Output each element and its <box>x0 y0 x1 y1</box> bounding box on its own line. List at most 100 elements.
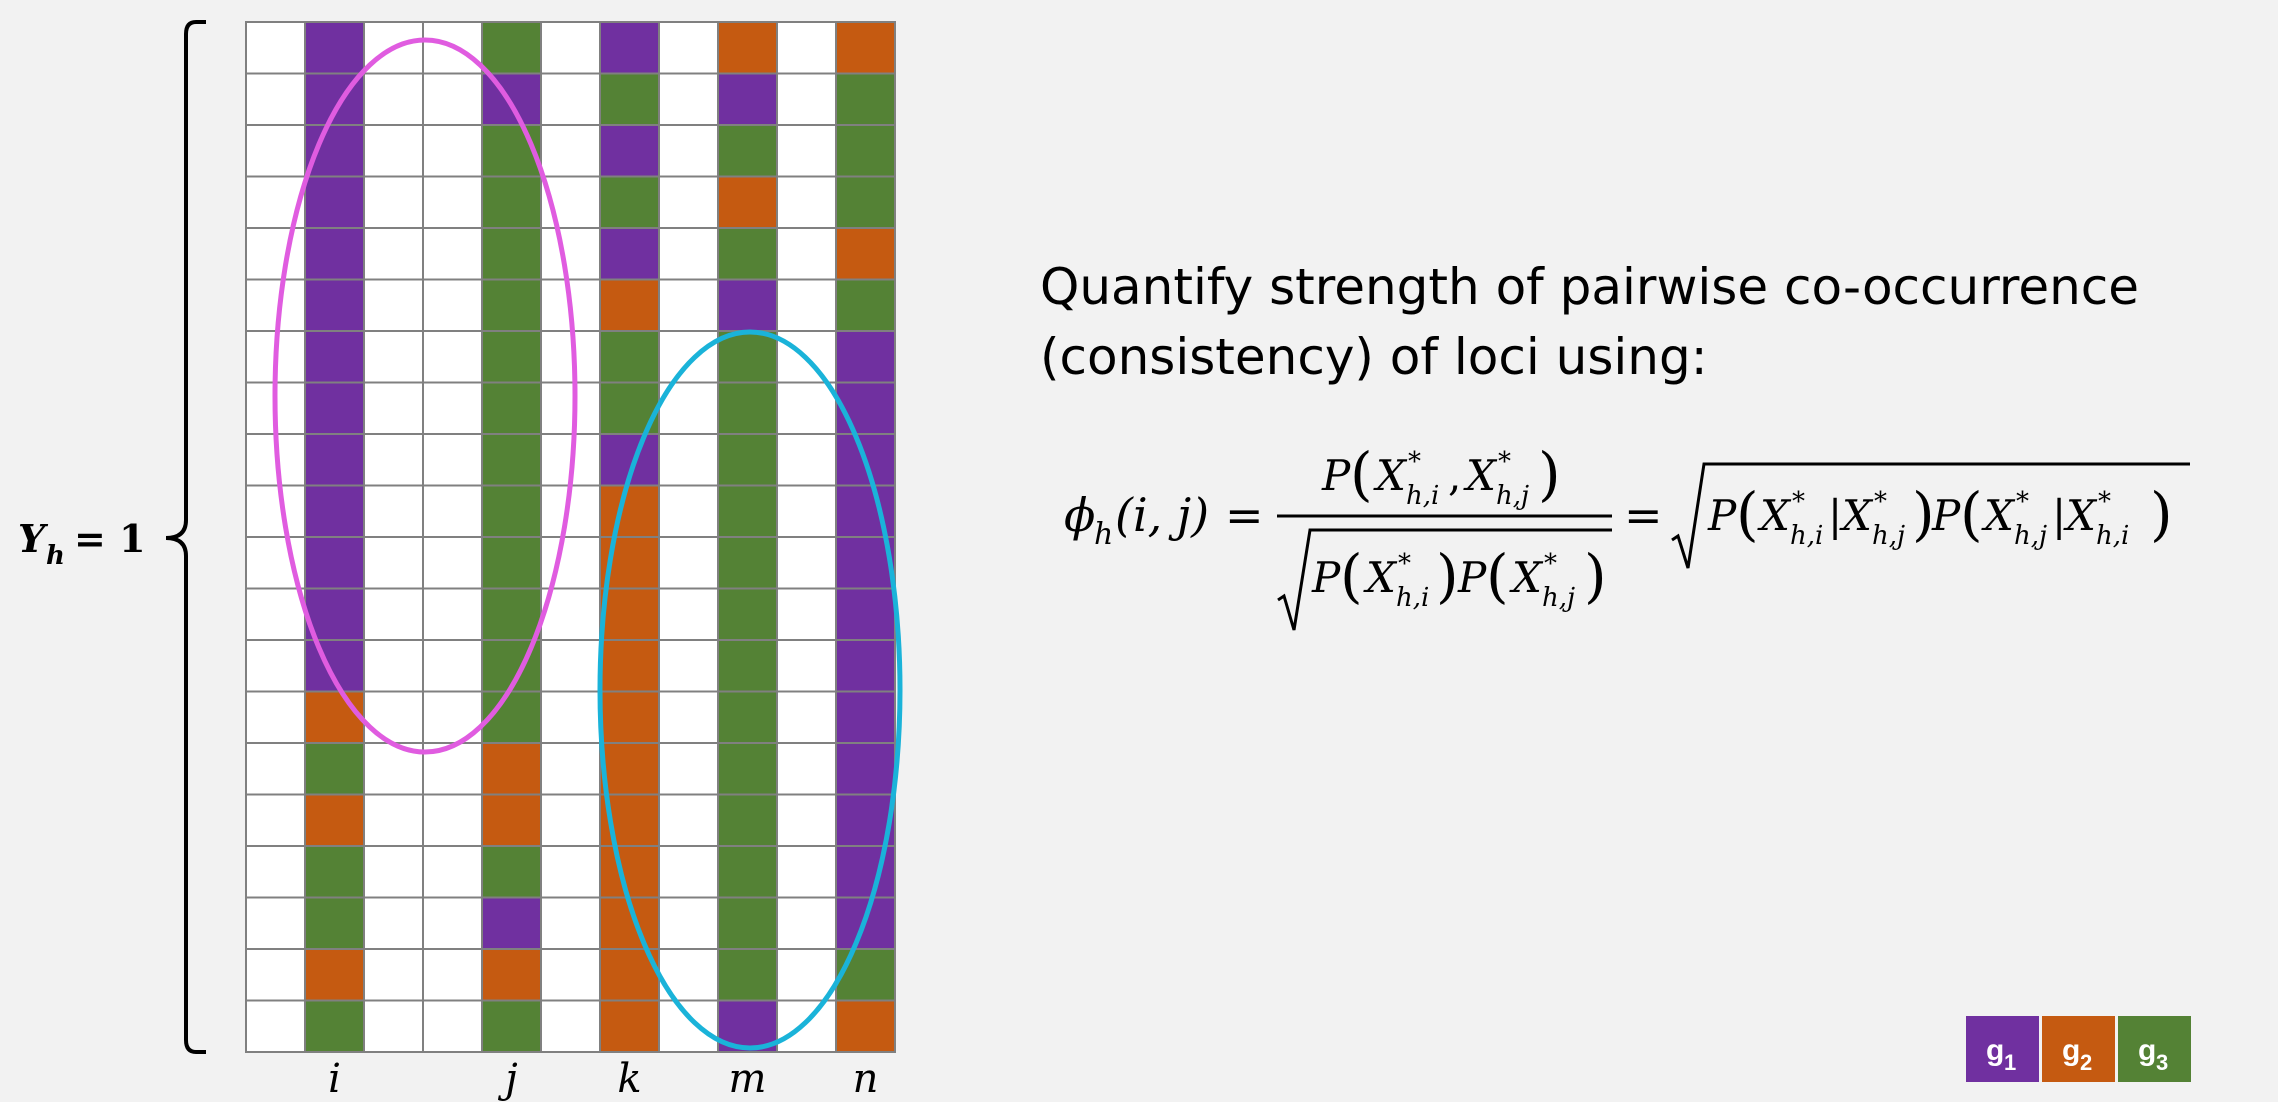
formula-phi-args: (i, j) <box>1115 488 1209 542</box>
column-label-i: i <box>328 1056 341 1102</box>
grid-cell <box>422 536 483 590</box>
headline-line-1: Quantify strength of pairwise co-occurre… <box>1040 258 2140 316</box>
grid-cell <box>599 72 660 126</box>
grid-cell <box>304 536 365 590</box>
grid-cell <box>363 845 424 899</box>
grid-cell <box>717 72 778 126</box>
rhs-X3-star: * <box>2016 487 2029 517</box>
grid-cell <box>245 227 306 281</box>
grid-cell <box>540 793 601 847</box>
grid-cell <box>304 278 365 332</box>
grid-cell <box>422 948 483 1002</box>
grid-cell <box>717 896 778 950</box>
grid-cell <box>717 639 778 693</box>
legend-sub-g2: 2 <box>2080 1050 2092 1075</box>
num-X1-star: * <box>1408 447 1421 477</box>
grid-cell <box>304 948 365 1002</box>
grid-cell <box>245 896 306 950</box>
grid-cell <box>835 72 896 126</box>
grid-cell <box>835 999 896 1053</box>
grid-cell <box>717 433 778 487</box>
den-P1: P <box>1311 553 1341 602</box>
grid-cell <box>304 896 365 950</box>
grid-cell <box>481 484 542 538</box>
grid-cell <box>776 742 837 796</box>
grid-cell <box>481 948 542 1002</box>
grid-cell <box>304 845 365 899</box>
grid-cell <box>422 278 483 332</box>
rhs-paren2-open: ( <box>1960 480 1983 548</box>
rhs-bar1: | <box>1828 491 1842 540</box>
grid-cell <box>304 433 365 487</box>
grid-cell <box>245 793 306 847</box>
formula-denominator: P ( X * h,i ) P ( X * h,j ) <box>1277 528 1612 631</box>
grid-cell <box>835 175 896 229</box>
formula: ϕ h (i, j) = P ( X * h,i , X * h,j ) P (… <box>1064 440 2190 631</box>
grid-cell <box>717 330 778 384</box>
grid-cell <box>481 536 542 590</box>
grid-cell <box>481 845 542 899</box>
formula-rhs: P ( X * h,i | X * h,j ) P ( X * h,j | X … <box>1671 462 2190 569</box>
grid-cell <box>540 330 601 384</box>
grid-cell <box>422 999 483 1053</box>
grid-cell <box>245 587 306 641</box>
grid-cell <box>776 381 837 435</box>
den-X1-sub: h,i <box>1396 583 1429 613</box>
grid-cell <box>540 639 601 693</box>
den-X2-sub: h,j <box>1542 583 1575 613</box>
num-comma: , <box>1448 451 1461 500</box>
grid-cell <box>304 381 365 435</box>
grid-cell <box>481 896 542 950</box>
grid-cell <box>776 484 837 538</box>
grid-cell <box>776 896 837 950</box>
den-paren1-close: ) <box>1436 542 1459 610</box>
curly-brace <box>165 20 206 1054</box>
grid-cell <box>717 381 778 435</box>
column-label-m: m <box>729 1056 767 1102</box>
grid-cell <box>540 690 601 744</box>
grid-cell <box>658 21 719 75</box>
grid-cell <box>658 536 719 590</box>
rhs-P2: P <box>1931 491 1961 540</box>
num-X2-sub: h,j <box>1496 481 1529 511</box>
locus-grid <box>245 21 896 1053</box>
grid-cell <box>776 999 837 1053</box>
grid-cell <box>245 484 306 538</box>
grid-cell <box>422 587 483 641</box>
grid-cell <box>481 278 542 332</box>
grid-cell <box>422 72 483 126</box>
grid-cell <box>540 742 601 796</box>
den-paren2-open: ( <box>1486 542 1509 610</box>
grid-cell <box>304 793 365 847</box>
grid-cell <box>835 536 896 590</box>
grid-cell <box>658 639 719 693</box>
grid-cell <box>245 948 306 1002</box>
grid-cell <box>658 72 719 126</box>
grid-cell <box>363 227 424 281</box>
grid-cell <box>835 742 896 796</box>
grid-cell <box>658 433 719 487</box>
grid-cell <box>245 278 306 332</box>
grid-cell <box>776 278 837 332</box>
grid-cell <box>422 793 483 847</box>
grid-cell <box>304 690 365 744</box>
grid-cell <box>363 690 424 744</box>
grid-cell <box>363 124 424 178</box>
grid-cell <box>481 21 542 75</box>
grid-cell <box>540 72 601 126</box>
grid-cell <box>422 124 483 178</box>
num-X1-sub: h,i <box>1406 481 1439 511</box>
grid-cell <box>658 278 719 332</box>
grid-cell <box>540 896 601 950</box>
grid-cell <box>835 124 896 178</box>
grid-cell <box>304 484 365 538</box>
grid-cell <box>599 484 660 538</box>
ellipse-i-j <box>272 37 578 755</box>
grid-cell <box>540 948 601 1002</box>
legend-sub-g3: 3 <box>2156 1050 2168 1075</box>
grid-cell <box>658 690 719 744</box>
grid-cell <box>776 793 837 847</box>
grid-cell <box>776 21 837 75</box>
grid-cell <box>422 845 483 899</box>
